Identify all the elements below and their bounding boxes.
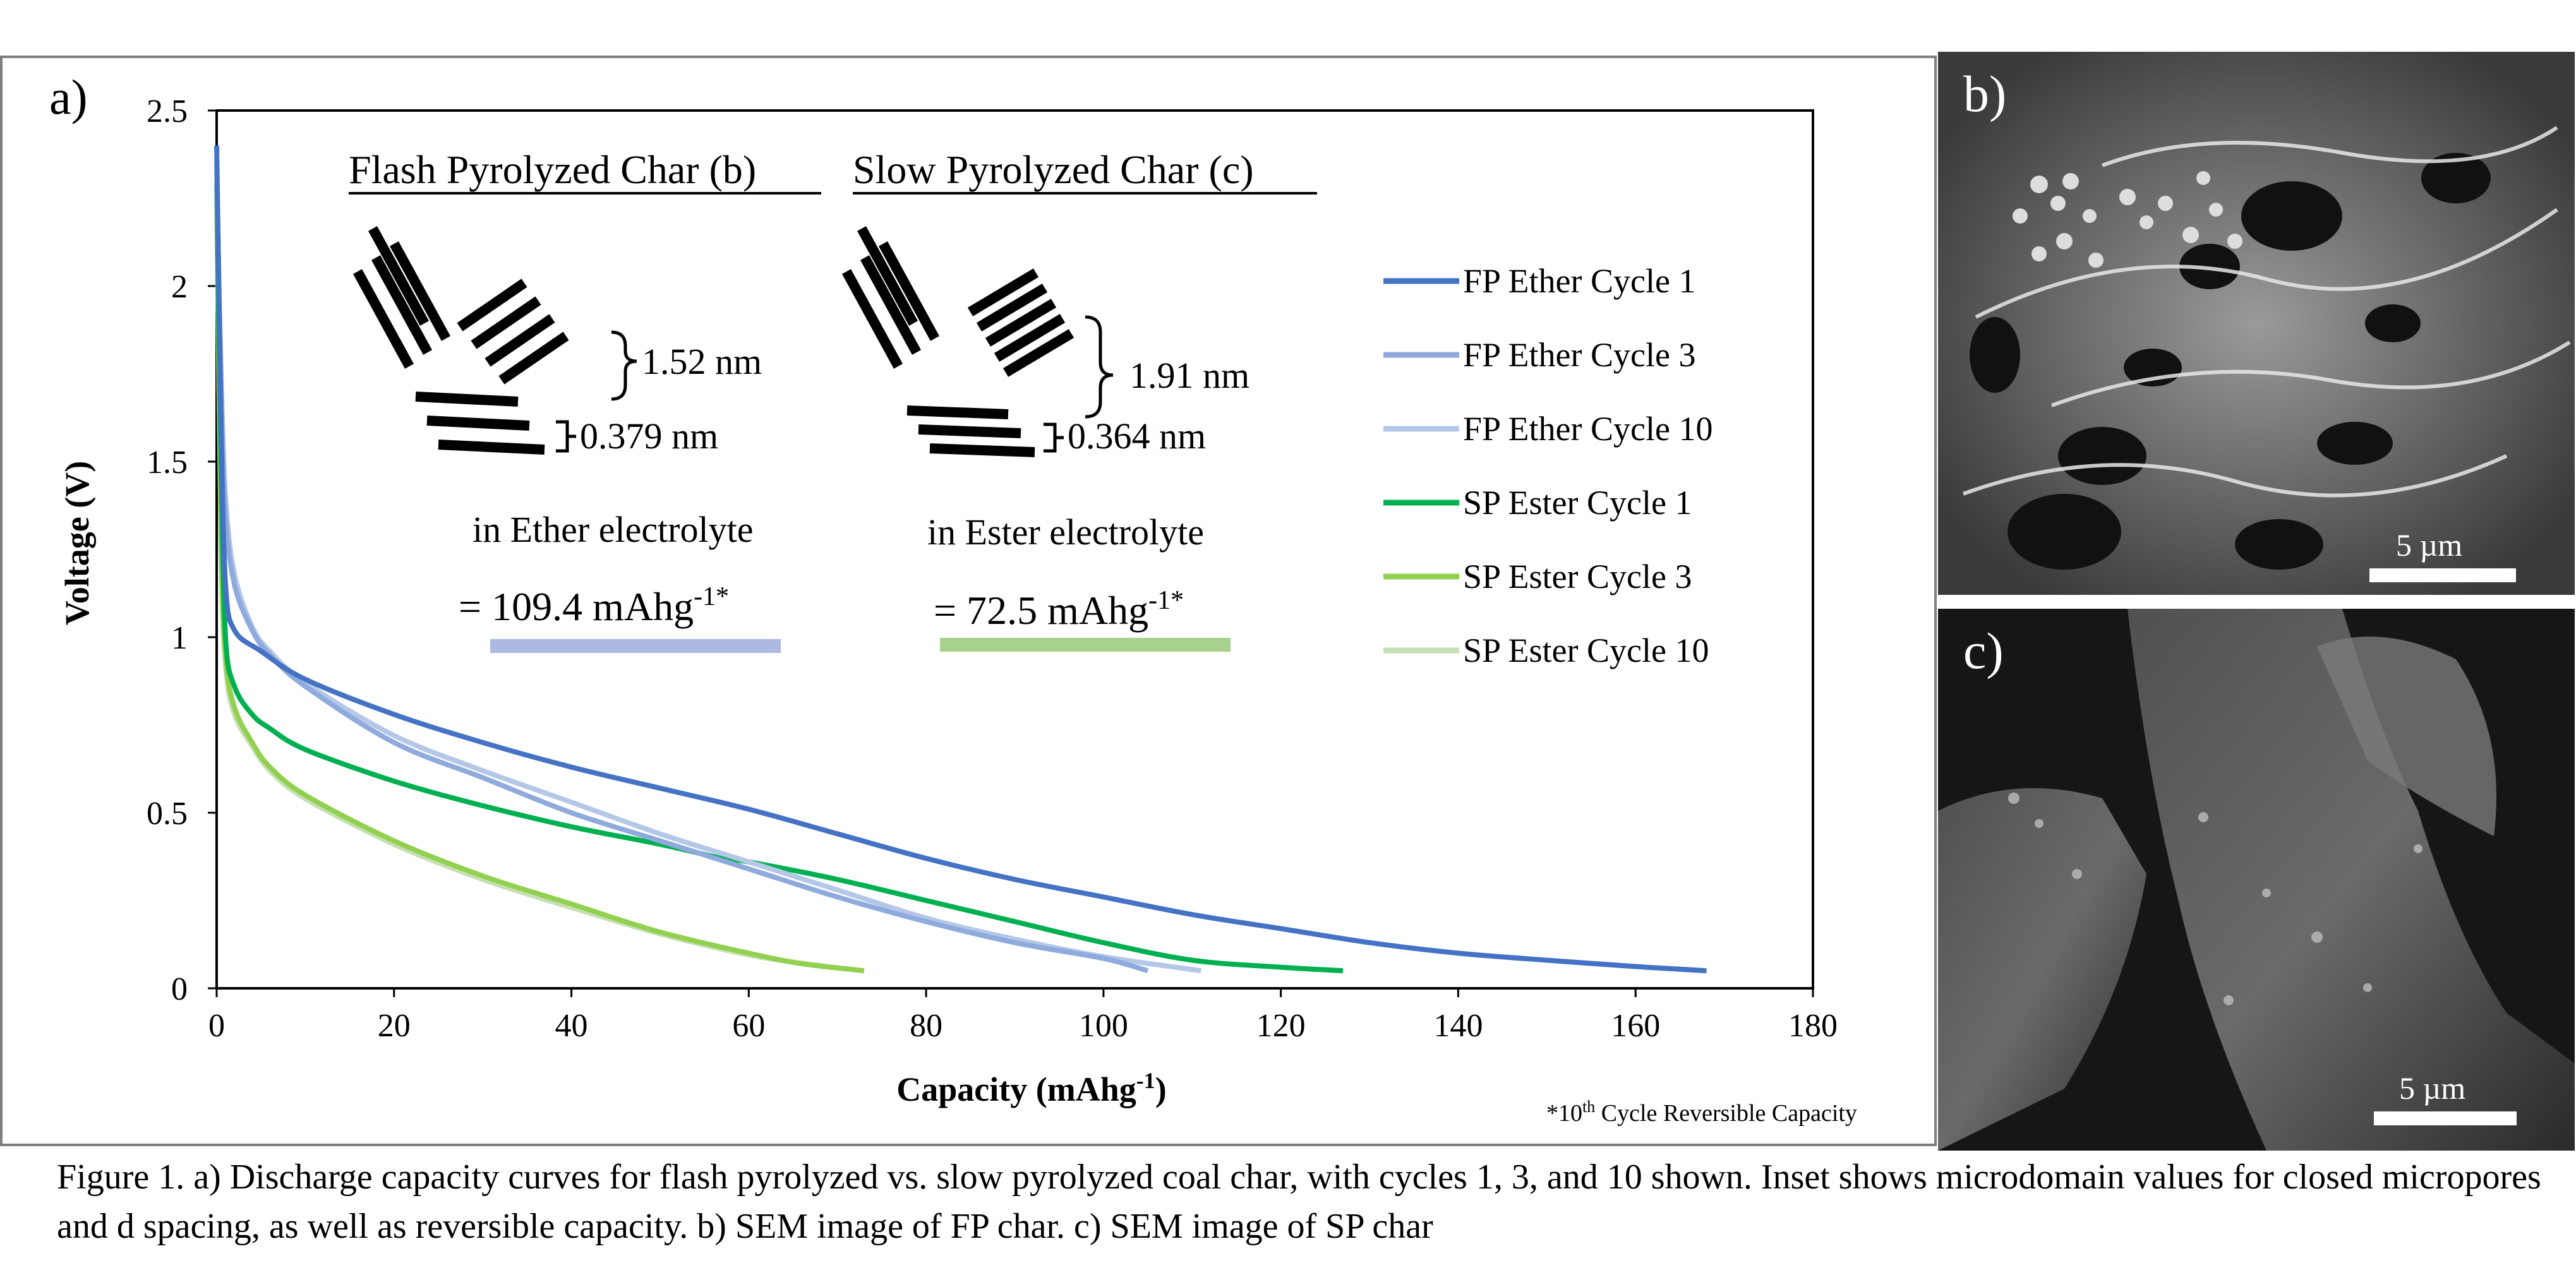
- x-tick-label: 0: [208, 1008, 225, 1044]
- sp-pore-brace: [1085, 315, 1114, 419]
- series-line-fp-ether-cycle-10: [214, 181, 1201, 974]
- sp-capacity-bar: [940, 638, 1231, 652]
- series-line-sp-ester-cycle-1: [214, 181, 1344, 974]
- x-axis-label: Capacity (mAhg-1): [896, 1068, 1166, 1108]
- fp-graphite-diagram: [352, 226, 569, 455]
- series-line-fp-ether-cycle-1: [214, 145, 1707, 974]
- sem-image-fp: b) 5 µm: [1938, 52, 2575, 595]
- scale-bar-b: [2369, 568, 2516, 582]
- sp-dspacing-brace: [1044, 422, 1064, 453]
- fp-electrolyte: in Ether electrolyte: [472, 509, 753, 550]
- legend-label: FP Ether Cycle 10: [1463, 410, 1712, 448]
- fp-dspacing-brace: [556, 420, 576, 453]
- series-layer: [214, 145, 1707, 974]
- panel-b-label: b): [1963, 65, 2007, 123]
- sp-pore-value: 1.91 nm: [1129, 355, 1249, 396]
- x-tick-label: 180: [1788, 1008, 1838, 1044]
- x-tick-label: 100: [1079, 1008, 1128, 1044]
- y-tick-label: 2.5: [147, 93, 188, 129]
- y-tick-label: 2: [171, 269, 188, 305]
- footnote: *10th Cycle Reversible Capacity: [1546, 1098, 1857, 1127]
- sp-capacity: = 72.5 mAhg-1*: [934, 586, 1184, 633]
- panel-c-label: c): [1963, 622, 2004, 679]
- legend: FP Ether Cycle 1 FP Ether Cycle 3 FP Ether…: [1383, 262, 1712, 669]
- fp-capacity: = 109.4 mAhg-1*: [459, 582, 729, 629]
- panel-a-label: a): [49, 69, 88, 124]
- fp-pore-value: 1.52 nm: [642, 341, 762, 382]
- axis-ticks: 0 20 40 60 80 100 120 140 160 180 0 0.5 1 1.5 2 2.5: [147, 93, 1838, 1044]
- legend-label: SP Ester Cycle 1: [1463, 484, 1692, 522]
- fp-title: Flash Pyrolyzed Char (b): [349, 147, 756, 192]
- y-axis-label: Voltage (V): [58, 461, 96, 625]
- fp-dspacing-value: 0.379 nm: [580, 416, 718, 457]
- legend-label: SP Ester Cycle 10: [1463, 632, 1709, 669]
- sp-graphite-diagram: [841, 226, 1074, 457]
- x-tick-label: 40: [555, 1008, 588, 1044]
- legend-label: FP Ether Cycle 3: [1463, 336, 1695, 374]
- plot-frame: [215, 109, 1814, 990]
- sem-fp-texture: [1938, 52, 2575, 595]
- fp-capacity-bar: [490, 639, 781, 653]
- scale-bar-c: [2374, 1111, 2517, 1125]
- series-line-sp-ester-cycle-3: [214, 181, 865, 974]
- fp-pore-brace: [611, 330, 637, 401]
- series-line-sp-ester-cycle-10: [214, 181, 865, 974]
- x-tick-label: 140: [1433, 1008, 1483, 1044]
- x-tick-label: 160: [1611, 1008, 1660, 1044]
- x-tick-label: 80: [910, 1008, 942, 1044]
- scale-bar-b-label: 5 µm: [2396, 527, 2463, 563]
- figure-caption: Figure 1. a) Discharge capacity curves f…: [57, 1158, 2541, 1246]
- sp-electrolyte: in Ester electrolyte: [927, 512, 1204, 553]
- x-tick-label: 60: [732, 1008, 765, 1044]
- x-tick-label: 120: [1256, 1008, 1306, 1044]
- panel-a-border: [0, 56, 1937, 1146]
- sp-dspacing-value: 0.364 nm: [1068, 416, 1206, 457]
- legend-label: SP Ester Cycle 3: [1463, 558, 1692, 596]
- series-line-fp-ether-cycle-3: [214, 163, 1149, 974]
- y-tick-label: 1.5: [147, 445, 188, 481]
- sem-image-sp: c) 5 µm: [1938, 609, 2575, 1151]
- y-tick-label: 0: [171, 971, 188, 1007]
- legend-label: FP Ether Cycle 1: [1463, 262, 1695, 300]
- sem-sp-texture: [1938, 609, 2575, 1151]
- y-tick-label: 0.5: [147, 796, 188, 832]
- x-tick-label: 20: [378, 1008, 411, 1044]
- y-tick-label: 1: [171, 620, 188, 656]
- scale-bar-c-label: 5 µm: [2399, 1070, 2466, 1106]
- sp-title: Slow Pyrolyzed Char (c): [853, 147, 1254, 192]
